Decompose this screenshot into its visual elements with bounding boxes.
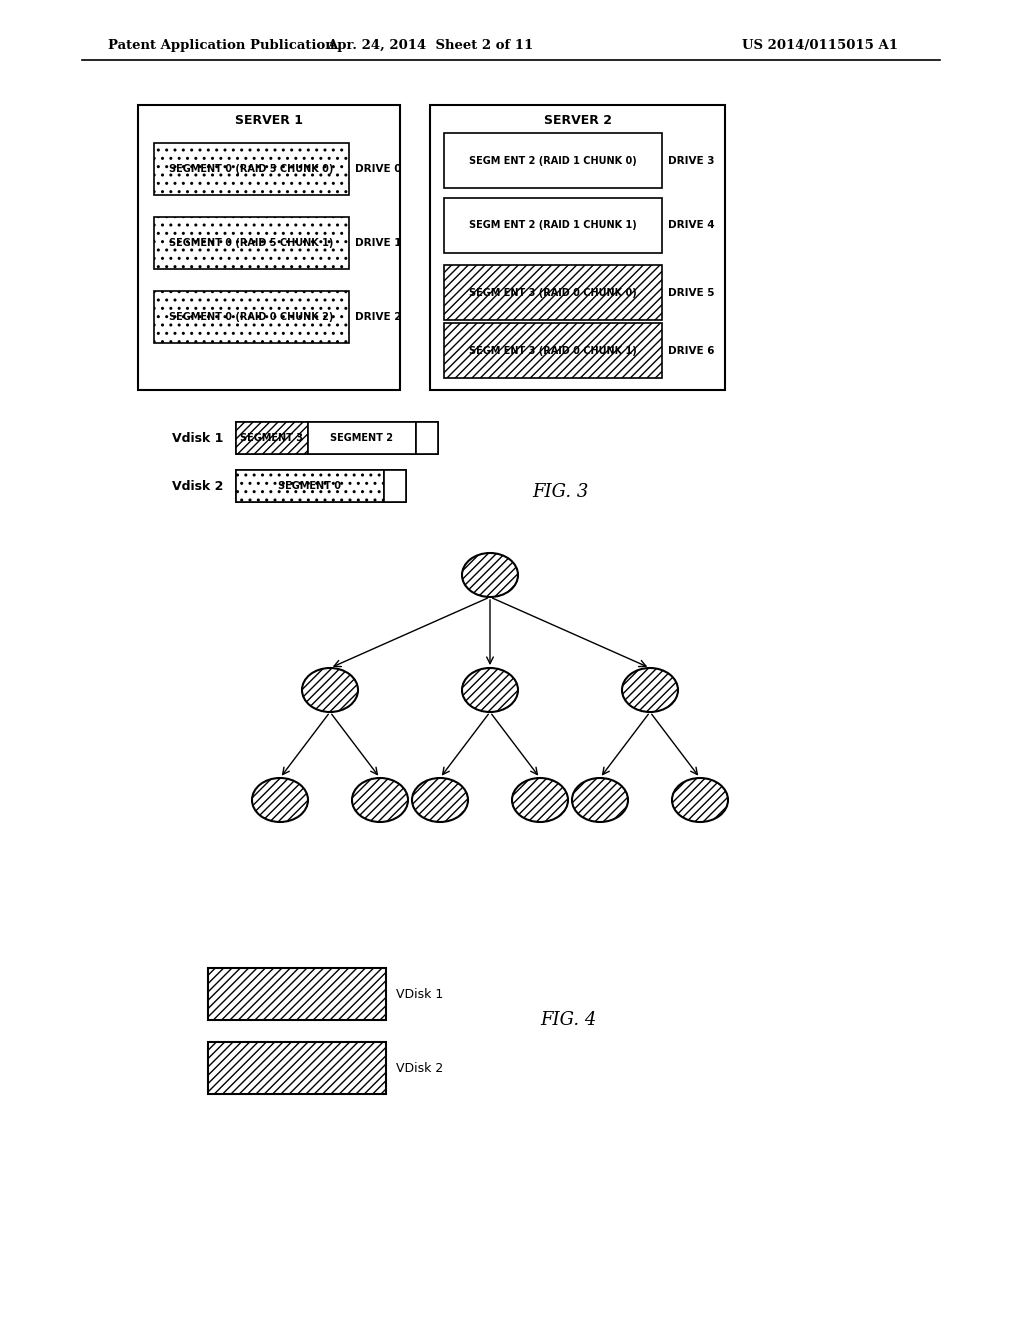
- Bar: [236, 422, 308, 454]
- Text: DRIVE 4: DRIVE 4: [668, 220, 715, 231]
- Text: SEGMENT 0 (RAID 5 CHUNK 0): SEGMENT 0 (RAID 5 CHUNK 0): [169, 164, 334, 174]
- Text: SEGMENT 2: SEGMENT 2: [331, 433, 393, 444]
- Text: DRIVE 5: DRIVE 5: [668, 288, 715, 297]
- Bar: [444, 323, 662, 378]
- Ellipse shape: [352, 777, 408, 822]
- Bar: [430, 106, 725, 389]
- Ellipse shape: [412, 777, 468, 822]
- Bar: [416, 422, 438, 454]
- Text: DRIVE 0: DRIVE 0: [355, 164, 401, 174]
- Text: Vdisk 2: Vdisk 2: [172, 479, 223, 492]
- Bar: [208, 1041, 386, 1094]
- Ellipse shape: [462, 553, 518, 597]
- Bar: [154, 216, 349, 269]
- Bar: [154, 290, 349, 343]
- Text: SEGM ENT 2 (RAID 1 CHUNK 0): SEGM ENT 2 (RAID 1 CHUNK 0): [469, 156, 637, 165]
- Text: Vdisk 1: Vdisk 1: [172, 432, 223, 445]
- Text: SEGM ENT 2 (RAID 1 CHUNK 1): SEGM ENT 2 (RAID 1 CHUNK 1): [469, 220, 637, 231]
- Bar: [208, 968, 386, 1020]
- Text: SEGMENT 3: SEGMENT 3: [241, 433, 303, 444]
- Bar: [138, 106, 400, 389]
- Text: VDisk 2: VDisk 2: [396, 1061, 443, 1074]
- Text: US 2014/0115015 A1: US 2014/0115015 A1: [742, 38, 898, 51]
- Bar: [236, 470, 406, 502]
- Bar: [384, 470, 406, 502]
- Text: DRIVE 3: DRIVE 3: [668, 156, 715, 165]
- Bar: [236, 470, 384, 502]
- Text: SEGMENT 0 (RAID 0 CHUNK 2): SEGMENT 0 (RAID 0 CHUNK 2): [169, 312, 334, 322]
- Bar: [444, 265, 662, 319]
- Text: FIG. 3: FIG. 3: [531, 483, 588, 502]
- Text: SEGM ENT 3 (RAID 0 CHUNK 1): SEGM ENT 3 (RAID 0 CHUNK 1): [469, 346, 637, 355]
- Ellipse shape: [512, 777, 568, 822]
- Bar: [236, 422, 438, 454]
- Text: DRIVE 1: DRIVE 1: [355, 238, 401, 248]
- Text: Apr. 24, 2014  Sheet 2 of 11: Apr. 24, 2014 Sheet 2 of 11: [327, 38, 534, 51]
- Ellipse shape: [462, 668, 518, 711]
- Bar: [154, 143, 349, 195]
- Text: DRIVE 2: DRIVE 2: [355, 312, 401, 322]
- Ellipse shape: [572, 777, 628, 822]
- Text: SERVER 1: SERVER 1: [234, 115, 303, 128]
- Text: SEGMENT 0 (RAID 5 CHUNK 1): SEGMENT 0 (RAID 5 CHUNK 1): [169, 238, 334, 248]
- Text: Patent Application Publication: Patent Application Publication: [108, 38, 335, 51]
- Text: SERVER 2: SERVER 2: [544, 115, 611, 128]
- Text: SEGMENT 0: SEGMENT 0: [279, 480, 341, 491]
- Ellipse shape: [622, 668, 678, 711]
- Text: SEGM ENT 3 (RAID 0 CHUNK 0): SEGM ENT 3 (RAID 0 CHUNK 0): [469, 288, 637, 297]
- Text: DRIVE 6: DRIVE 6: [668, 346, 715, 355]
- Bar: [308, 422, 416, 454]
- Text: VDisk 1: VDisk 1: [396, 987, 443, 1001]
- Ellipse shape: [252, 777, 308, 822]
- Text: FIG. 4: FIG. 4: [540, 1011, 596, 1030]
- Ellipse shape: [302, 668, 358, 711]
- Bar: [444, 198, 662, 253]
- Ellipse shape: [672, 777, 728, 822]
- Bar: [444, 133, 662, 187]
